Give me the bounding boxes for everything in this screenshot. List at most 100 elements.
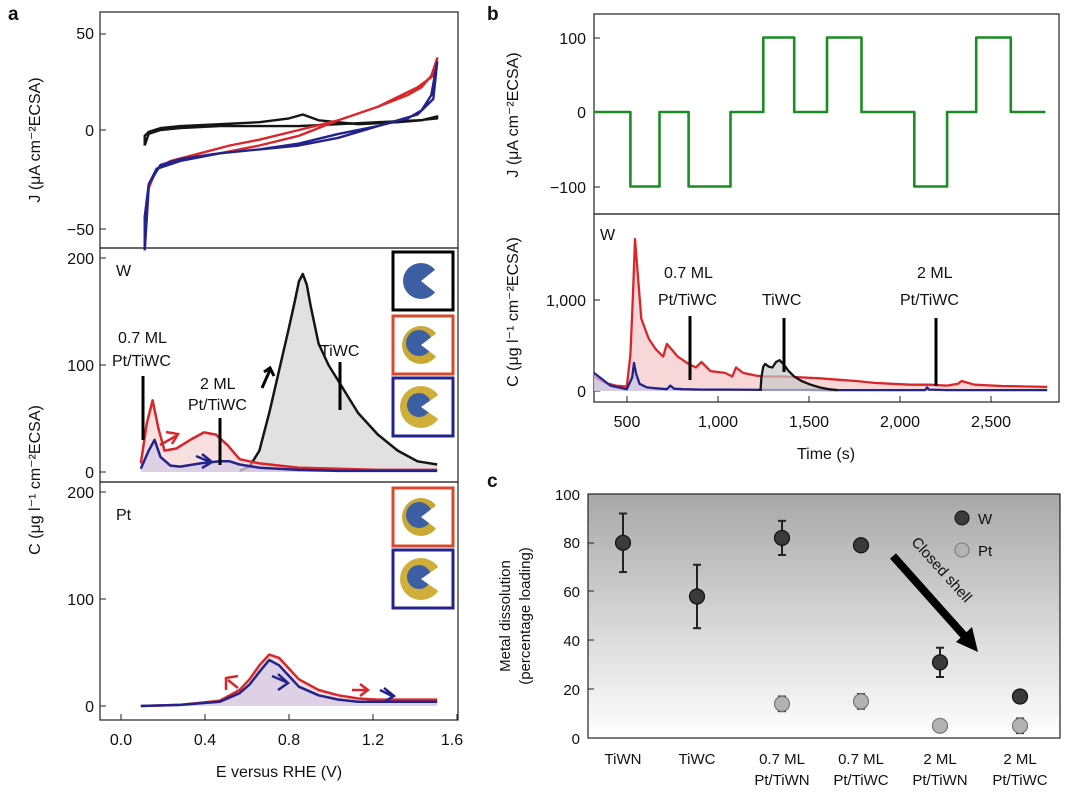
- a-mid-black-arrow: [260, 365, 276, 389]
- a-anno-07-l1: 0.7 ML: [118, 330, 167, 347]
- a-bot-blue-arrow-2: [379, 687, 397, 704]
- c-y-title-l2: (percentage loading): [517, 547, 534, 685]
- c-y-tick-20: 20: [563, 682, 580, 699]
- c-legend-w-label: W: [978, 511, 993, 528]
- c-x-labels: TiWN TiWC 0.7 ML Pt/TiWN 0.7 ML Pt/TiWC 2 ML Pt…: [605, 751, 1048, 789]
- a-top-tick-neg50: −50: [67, 222, 94, 239]
- a-bot-series-0-7-ml-pt-tiwc-line: [140, 653, 438, 708]
- b-bot-series-tiwc-line: [759, 359, 839, 392]
- b-top-series-current-line: [594, 36, 1046, 188]
- c-x-label-3-line2: Pt/TiWC: [833, 772, 888, 789]
- c-x-label-3-line1: 0.7 ML: [838, 751, 884, 768]
- b-x-tick-0: 500: [614, 414, 641, 431]
- a-mid-series-0-7-ml-pt-tiwc-line: [139, 399, 438, 472]
- panel-b-letter: b: [487, 4, 499, 25]
- a-mid-series-tiwc-line: [239, 272, 438, 473]
- b-bot-y-title: C (μg l⁻¹ cm⁻²ECSA): [505, 237, 522, 387]
- panel-c-letter: c: [487, 471, 498, 492]
- c-y-tick-60: 60: [563, 584, 580, 601]
- b-x-tick-4: 2,500: [971, 414, 1011, 431]
- a-mid-tick-100: 100: [67, 358, 94, 375]
- c-x-label-5-line2: Pt/TiWC: [992, 772, 1047, 789]
- c-legend-pt-marker: [954, 542, 970, 558]
- a-x-tick-0: 0.0: [110, 732, 132, 749]
- a-anno-tiwc: TiWC: [320, 343, 359, 360]
- c-x-label-2-line1: 0.7 ML: [759, 751, 805, 768]
- b-bot-series-2-ml-pt-tiwc-fill: [594, 362, 1048, 391]
- c-w-point-1: [688, 588, 706, 605]
- c-y-tick-0: 0: [572, 731, 580, 748]
- a-top-series-tiwc-line: [143, 113, 439, 146]
- c-pt-point-5: [1011, 717, 1029, 734]
- a-inset-pt-07ml: [391, 486, 455, 548]
- b-bot-tick-1000: 1,000: [546, 293, 586, 310]
- b-x-tick-1: 1,000: [698, 414, 738, 431]
- b-bot-tick-0: 0: [577, 384, 586, 401]
- b-top-tick-100: 100: [559, 31, 586, 48]
- a-mid-y-axis: 200 100 0: [67, 251, 106, 482]
- a-mid-series-2-ml-pt-tiwc-fill: [140, 439, 438, 472]
- b-top-tick-0: 0: [577, 105, 586, 122]
- a-mid-series-tiwc-fill: [239, 274, 438, 472]
- a-top-y-title: J (μA cm⁻²ECSA): [27, 77, 44, 202]
- c-y-tick-80: 80: [563, 535, 580, 552]
- c-y-tick-100: 100: [555, 487, 580, 504]
- b-bot-series-0-7-ml-pt-tiwc-fill: [594, 239, 1048, 391]
- c-y-axis: 100 80 60 40 20 0: [555, 487, 594, 748]
- a-x-tick-4: 1.6: [441, 732, 463, 749]
- b-anno-tiwc: TiWC: [762, 292, 801, 309]
- b-x-title: Time (s): [797, 446, 855, 463]
- a-mid-blue-arrow: [195, 453, 215, 470]
- a-x-tick-3: 1.2: [362, 732, 384, 749]
- c-pt-point-4: [931, 717, 949, 734]
- a-inset-2ml: [391, 376, 455, 438]
- b-anno-07-l2: Pt/TiWC: [658, 292, 717, 309]
- a-bot-red-arrow-1: [224, 674, 239, 690]
- b-x-tick-2: 1,500: [789, 414, 829, 431]
- c-x-label-0-line1: TiWN: [605, 751, 642, 768]
- a-top-series-0-7-ml-pt-tiwc-line: [143, 57, 439, 251]
- c-w-point-5: [1011, 688, 1029, 705]
- a-c-y-title: C (μg l⁻¹ cm⁻²ECSA): [27, 405, 44, 555]
- a-top-tick-0: 0: [85, 123, 94, 140]
- c-legend-pt-label: Pt: [978, 543, 993, 560]
- a-mid-tick-0: 0: [85, 465, 94, 482]
- panel-a-letter: a: [8, 4, 19, 25]
- c-w-point-3: [852, 537, 870, 554]
- c-x-label-2-line2: Pt/TiWN: [754, 772, 809, 789]
- b-bot-y-axis: 1,000 0: [546, 293, 600, 401]
- c-x-label-4-line1: 2 ML: [923, 751, 956, 768]
- a-x-tick-2: 0.8: [278, 732, 300, 749]
- c-y-title-l1: Metal dissolution: [497, 560, 514, 672]
- a-inset-07ml: [391, 314, 455, 376]
- a-inset-pt-2ml: [391, 548, 455, 610]
- b-x-tick-3: 2,000: [880, 414, 920, 431]
- c-x-label-1-line1: TiWC: [679, 751, 716, 768]
- a-x-tick-1: 0.4: [194, 732, 216, 749]
- b-w-label: W: [600, 227, 616, 244]
- a-mid-tick-200: 200: [67, 251, 94, 268]
- b-x-axis: 500 1,000 1,500 2,000 2,500: [614, 396, 1011, 431]
- a-mid-series-0-7-ml-pt-tiwc-fill: [140, 400, 438, 472]
- c-pt-point-3: [852, 693, 870, 710]
- a-bot-red-arrow-2: [352, 683, 371, 697]
- b-bot-frame: [593, 213, 1060, 403]
- c-pt-point-2: [773, 695, 791, 712]
- a-bot-tick-0: 0: [85, 699, 94, 716]
- a-anno-2-l1: 2 ML: [200, 376, 236, 393]
- a-bot-blue-arrow-1: [271, 673, 291, 692]
- b-bot-series: [593, 237, 1048, 392]
- a-top-tick-50: 50: [76, 26, 94, 43]
- c-x-label-4-line2: Pt/TiWN: [912, 772, 967, 789]
- c-closed-shell-arrowhead: [956, 627, 978, 652]
- c-w-point-0: [614, 534, 632, 551]
- a-x-title: E versus RHE (V): [216, 764, 342, 781]
- a-x-axis: 0.0 0.4 0.8 1.2 1.6: [110, 714, 463, 749]
- b-top-y-title: J (μA cm⁻²ECSA): [505, 52, 522, 177]
- c-w-point-2: [773, 529, 791, 547]
- b-top-y-axis: 100 0 −100: [550, 31, 600, 197]
- c-y-tick-40: 40: [563, 633, 580, 650]
- b-anno-2-l1: 2 ML: [917, 265, 953, 282]
- a-top-series-2-ml-pt-tiwc-line: [143, 60, 439, 251]
- a-bot-tick-200: 200: [67, 485, 94, 502]
